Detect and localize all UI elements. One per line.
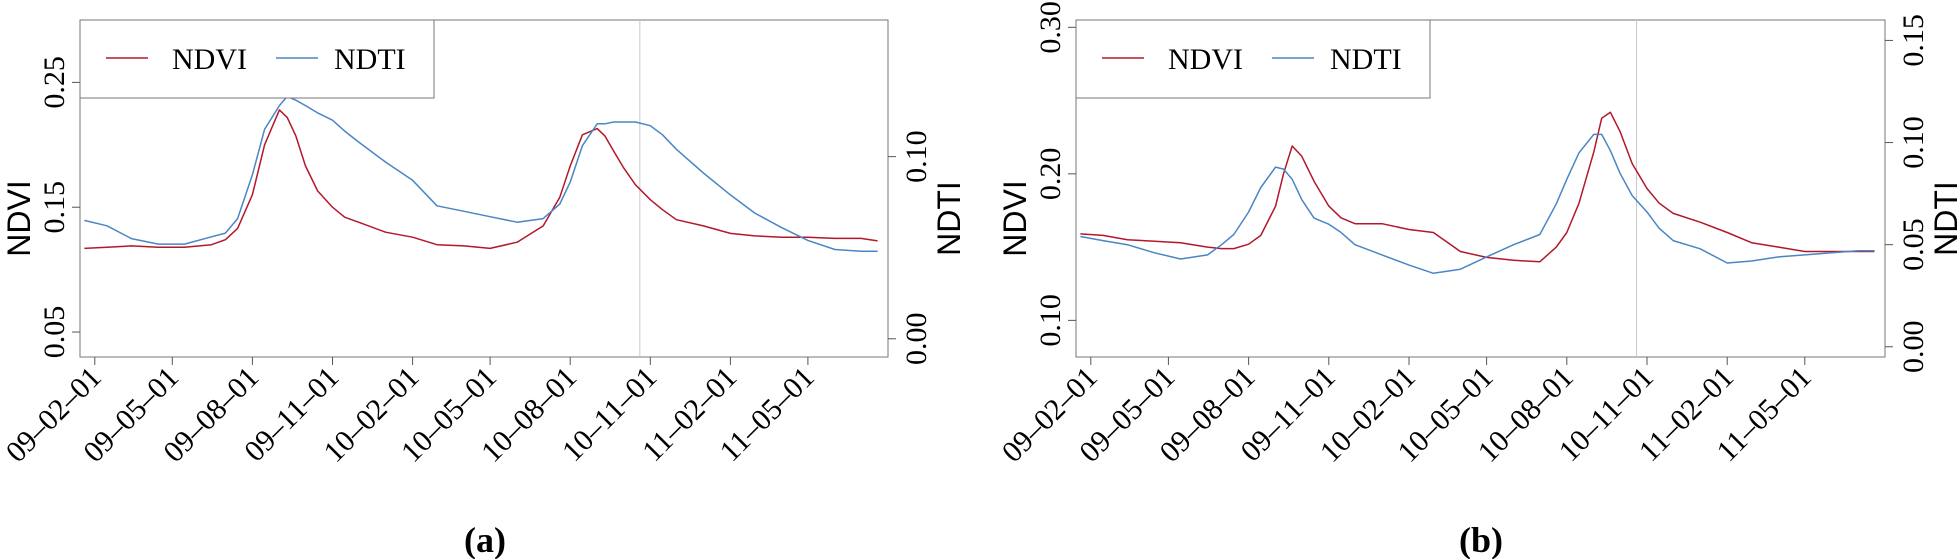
series-line-ndvi	[1080, 111, 1875, 263]
y-right-tick-label: 0.00	[900, 313, 933, 366]
y-right-tick-label: 0.00	[1897, 321, 1930, 374]
panel-b-caption: (b)	[1459, 520, 1503, 559]
y-right-tick-label: 0.15	[1897, 14, 1930, 66]
legend: NDVI NDTI	[1075, 19, 1431, 99]
y-left-tick-label: 0.25	[38, 56, 71, 109]
y-left-tick-label: 0.20	[1034, 148, 1067, 201]
legend-label-ndti: NDTI	[1330, 43, 1402, 76]
legend-box	[1075, 19, 1431, 99]
plot-frame	[79, 19, 889, 358]
y-left-tick-label: 0.30	[1034, 1, 1067, 54]
y-right-axis-title: NDTI	[1928, 181, 1960, 256]
y-left-tick-label: 0.05	[38, 306, 71, 359]
legend-label-ndvi: NDVI	[172, 43, 247, 76]
legend-label-ndti: NDTI	[334, 43, 406, 76]
legend: NDVI NDTI	[79, 19, 435, 99]
plot-frame	[1075, 19, 1886, 358]
y-right-tick-label: 0.10	[1897, 116, 1930, 169]
y-left-tick-label: 0.15	[38, 181, 71, 234]
series-line-ndvi	[84, 109, 878, 250]
y-left-axis-title: NDVI	[997, 180, 1033, 256]
panel-a-caption: (a)	[464, 520, 506, 559]
legend-label-ndvi: NDVI	[1168, 43, 1243, 76]
series-line-ndti	[84, 95, 878, 253]
legend-box	[79, 19, 435, 99]
y-right-tick-label: 0.10	[900, 130, 933, 183]
series-line-ndti	[1080, 133, 1875, 275]
y-right-axis-title: NDTI	[931, 181, 967, 256]
y-right-tick-label: 0.05	[1897, 218, 1930, 271]
y-left-axis-title: NDVI	[1, 180, 37, 256]
y-left-tick-label: 0.10	[1034, 294, 1067, 347]
